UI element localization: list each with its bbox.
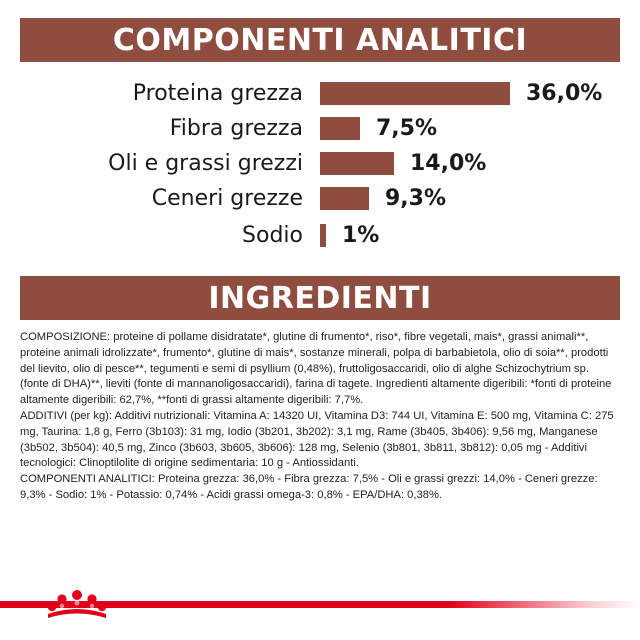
chart-value-label: 36,0% [526,81,603,106]
analytical-components-paragraph: COMPONENTI ANALITICI: Proteina grezza: 3… [20,473,598,501]
chart-bar [320,224,326,247]
additives-paragraph: ADDITIVI (per kg): Additivi nutrizionali… [20,409,614,470]
chart-value-label: 14,0% [410,151,487,176]
ingredients-text: COMPOSIZIONE: proteine di pollame disidr… [20,330,620,504]
chart-row: Oli e grassi grezzi 14,0% [0,149,640,179]
chart-value-label: 9,3% [385,186,447,211]
chart-row: Fibra grezza 7,5% [0,114,640,144]
chart-row: Sodio 1% [0,221,640,251]
chart-category-label: Oli e grassi grezzi [108,151,303,176]
chart-bar [320,82,510,105]
chart-value-label: 1% [342,223,380,248]
section-header-analytical-components: COMPONENTI ANALITICI [20,18,620,62]
royal-canin-crown-logo-icon [47,590,107,618]
chart-bar [320,152,394,175]
chart-category-label: Proteina grezza [132,81,303,106]
footer-red-line [0,601,640,608]
section-title-ingredients: INGREDIENTI [208,281,432,316]
chart-category-label: Sodio [242,223,303,248]
chart-category-label: Fibra grezza [169,116,303,141]
chart-category-label: Ceneri grezze [151,186,303,211]
section-title-analytical: COMPONENTI ANALITICI [112,23,528,58]
chart-bar [320,117,360,140]
chart-row: Ceneri grezze 9,3% [0,184,640,214]
composition-paragraph: COMPOSIZIONE: proteine di pollame disidr… [20,331,612,407]
section-header-ingredients: INGREDIENTI [20,276,620,320]
chart-row: Proteina grezza 36,0% [0,79,640,109]
chart-value-label: 7,5% [376,116,438,141]
chart-bar [320,187,369,210]
